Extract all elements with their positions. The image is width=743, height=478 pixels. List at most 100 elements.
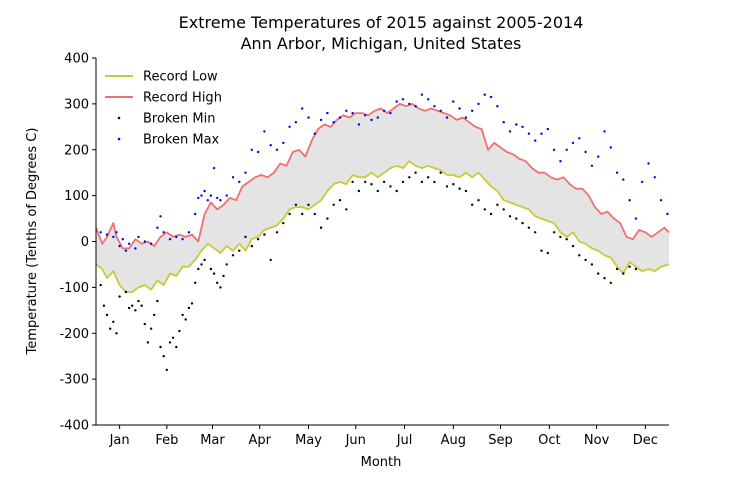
broken-max-point (175, 235, 178, 239)
broken-max-point (319, 118, 323, 122)
broken-min-point (162, 355, 165, 358)
broken-min-point (534, 231, 537, 234)
chart-title: Extreme Temperatures of 2015 against 200… (179, 13, 584, 32)
broken-min-point (357, 189, 361, 193)
broken-min-point (301, 212, 304, 216)
broken-min-point (307, 203, 310, 206)
broken-min-point (178, 329, 181, 333)
broken-max-point (197, 196, 200, 200)
broken-max-point (200, 194, 203, 197)
broken-min-point (527, 226, 531, 229)
broken-max-point (540, 132, 543, 135)
broken-min-point (458, 187, 461, 190)
broken-min-point (445, 185, 449, 188)
broken-max-point (427, 98, 430, 101)
broken-min-point (197, 267, 200, 271)
y-tick-label: 100 (64, 189, 89, 204)
broken-max-point (112, 235, 115, 239)
broken-min-point (414, 171, 417, 174)
broken-max-point (408, 102, 411, 106)
series-dots (99, 93, 669, 372)
broken-max-point (666, 212, 669, 216)
broken-min-point (256, 238, 260, 241)
broken-max-point (338, 116, 342, 119)
broken-max-point (194, 212, 197, 216)
broken-max-point (370, 118, 373, 122)
broken-min-point (127, 306, 131, 310)
record-low-line (95, 160, 670, 293)
broken-min-point (590, 263, 594, 266)
x-tick-label: Apr (248, 433, 271, 448)
broken-min-point (140, 304, 143, 307)
broken-min-point (109, 327, 112, 330)
broken-max-point (502, 121, 505, 124)
broken-max-point (420, 93, 424, 96)
broken-min-point (181, 313, 184, 317)
broken-min-point (222, 274, 225, 278)
broken-max-point (313, 132, 316, 135)
broken-min-point (238, 249, 241, 252)
y-tick-label: -200 (59, 327, 89, 342)
broken-min-point (184, 318, 187, 321)
broken-max-point (571, 141, 575, 145)
broken-max-point (628, 199, 631, 202)
broken-min-legend-label: Broken Min (143, 112, 215, 127)
broken-max-point (622, 178, 625, 181)
broken-min-point (165, 368, 168, 372)
broken-max-point (401, 98, 405, 101)
broken-max-point (149, 242, 153, 245)
broken-min-point (389, 185, 392, 188)
broken-min-point (521, 221, 524, 225)
broken-min-point (102, 304, 106, 307)
broken-max-point (521, 125, 524, 128)
broken-max-point (332, 121, 335, 124)
broken-max-point (389, 111, 392, 115)
broken-min-point (171, 336, 175, 339)
broken-max-point (250, 148, 253, 151)
y-ticks: -400 -300 -200 -100 0 100 200 300 400 (59, 52, 96, 434)
broken-min-point (250, 244, 253, 248)
broken-max-point (206, 199, 209, 202)
record-high-legend-label: Record High (143, 91, 222, 106)
series-lines (95, 103, 670, 293)
y-tick-label: -100 (59, 281, 89, 296)
broken-max-point (578, 137, 581, 140)
x-tick-label: Feb (155, 433, 178, 448)
broken-max-point (527, 132, 531, 135)
y-tick-label: 200 (64, 143, 89, 158)
broken-max-point (439, 109, 442, 113)
broken-min-point (319, 226, 323, 229)
broken-min-point (382, 180, 386, 184)
broken-min-point (615, 267, 619, 271)
broken-min-point (597, 272, 600, 275)
broken-min-point (244, 235, 247, 239)
broken-min-point (326, 217, 329, 220)
y-tick-label: 300 (64, 97, 89, 112)
broken-min-point (332, 203, 335, 206)
broken-min-point (275, 231, 279, 234)
broken-min-point (496, 203, 499, 206)
broken-max-point (584, 150, 587, 154)
broken-min-point (263, 233, 266, 236)
broken-max-point (364, 114, 367, 117)
broken-min-point (584, 258, 587, 262)
broken-max-point (534, 139, 537, 142)
broken-min-point (134, 309, 137, 312)
broken-min-point (427, 176, 430, 179)
broken-max-point (134, 247, 137, 250)
broken-max-point (552, 148, 556, 151)
chart-subtitle: Ann Arbor, Michigan, United States (241, 34, 522, 53)
x-axis-label: Month (361, 455, 402, 470)
broken-max-point (590, 164, 594, 167)
x-tick-label: Nov (584, 433, 610, 448)
broken-max-point (395, 100, 398, 103)
broken-max-point (382, 109, 386, 113)
broken-max-point (294, 121, 298, 124)
broken-max-point (464, 116, 468, 119)
broken-max-point (477, 102, 480, 106)
broken-max-point (603, 130, 606, 133)
broken-max-point (634, 217, 638, 220)
broken-min-point (159, 345, 162, 349)
axes: -400 -300 -200 -100 0 100 200 300 400 Jan Feb Mar A… (59, 52, 669, 448)
broken-min-point (313, 212, 316, 216)
